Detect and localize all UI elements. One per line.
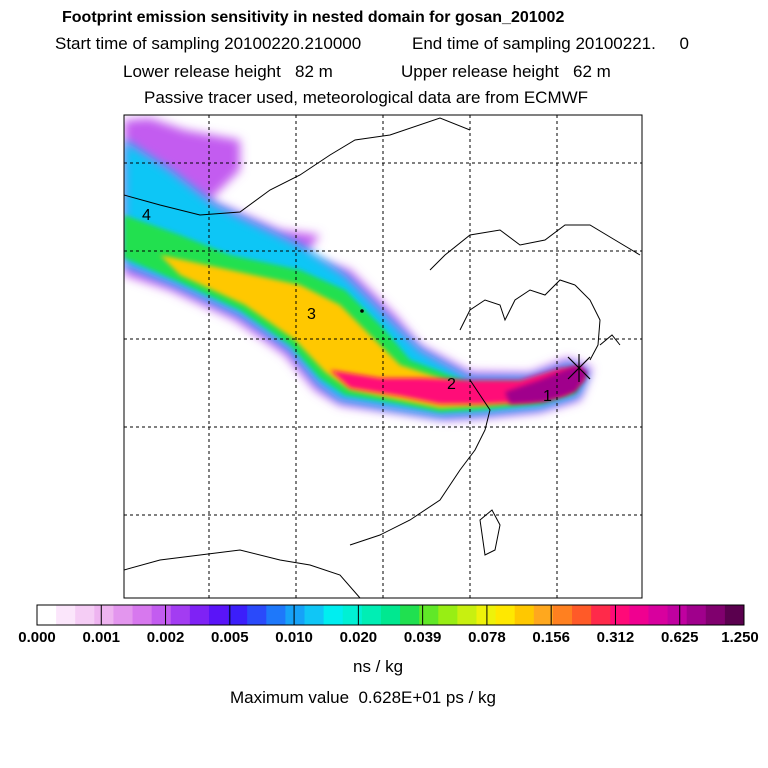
colorbar-swatch: [476, 605, 497, 625]
colorbar-swatch: [457, 605, 477, 625]
colorbar-tick-label: 0.039: [403, 629, 442, 646]
colorbar-swatch: [495, 605, 516, 625]
colorbar-swatch: [151, 605, 172, 625]
colorbar-swatch: [94, 605, 114, 625]
colorbar-swatch: [170, 605, 191, 625]
colorbar-swatch: [342, 605, 363, 625]
colorbar-tick-label: 1.250: [721, 629, 759, 646]
colorbar-tick-label: 0.312: [596, 629, 635, 646]
colorbar-swatch: [323, 605, 344, 625]
colorbar-swatch: [189, 605, 210, 625]
colorbar-swatch: [724, 605, 745, 625]
colorbar-swatch: [361, 605, 382, 625]
tracer-note: Passive tracer used, meteorological data…: [144, 88, 589, 107]
colorbar-swatch: [572, 605, 592, 625]
colorbar-swatch: [438, 605, 458, 625]
colorbar-swatch: [304, 605, 325, 625]
colorbar-tick-label: 0.010: [275, 629, 313, 646]
maximum-value: Maximum value 0.628E+01 ps / kg: [230, 688, 496, 707]
point-label-3: 3: [307, 306, 316, 323]
colorbar-swatch: [285, 605, 306, 625]
colorbar-swatch: [380, 605, 401, 625]
colorbar-swatch: [705, 605, 726, 625]
colorbar-tick-label: 0.156: [532, 629, 570, 646]
coastlines: [124, 117, 641, 598]
colorbar: [37, 605, 745, 625]
colorbar-swatch: [228, 605, 248, 625]
colorbar-swatch: [629, 605, 649, 625]
colorbar-tick-label: 0.001: [82, 629, 121, 646]
colorbar-swatch: [75, 605, 95, 625]
colorbar-swatch: [591, 605, 611, 625]
footprint-plume: [124, 118, 592, 420]
colorbar-swatch: [667, 605, 688, 625]
upper-release-height: Upper release height 62 m: [401, 62, 611, 81]
receptor-star-marker: [567, 354, 591, 382]
colorbar-tick-label: 0.020: [339, 629, 378, 646]
colorbar-swatch: [37, 605, 57, 625]
colorbar-tick-label: 0.002: [146, 629, 185, 646]
lower-release-height: Lower release height 82 m: [123, 62, 333, 81]
point-label-1: 1: [543, 388, 552, 405]
colorbar-swatch: [208, 605, 229, 625]
sampling-start: Start time of sampling 20100220.210000: [55, 34, 362, 53]
colorbar-tick-label: 0.078: [468, 629, 506, 646]
map-frame: [123, 114, 643, 599]
colorbar-swatch: [400, 605, 420, 625]
centroid-dot: [360, 309, 364, 313]
colorbar-swatch: [113, 605, 134, 625]
colorbar-swatch: [648, 605, 669, 625]
colorbar-tick-label: 0.000: [18, 629, 56, 646]
colorbar-swatch: [610, 605, 630, 625]
colorbar-swatch: [266, 605, 286, 625]
colorbar-tick-label: 0.625: [660, 629, 699, 646]
point-label-4: 4: [142, 207, 151, 224]
colorbar-swatch: [247, 605, 267, 625]
colorbar-swatch: [56, 605, 76, 625]
plot-title: Footprint emission sensitivity in nested…: [62, 9, 565, 26]
colorbar-swatch: [132, 605, 153, 625]
point-label-2: 2: [447, 376, 456, 393]
colorbar-tick-label: 0.005: [211, 629, 249, 646]
lat-lon-grid: [124, 115, 642, 598]
colorbar-swatch: [686, 605, 707, 625]
colorbar-swatch: [533, 605, 554, 625]
sampling-end: End time of sampling 20100221. 0: [412, 34, 689, 53]
colorbar-swatch: [514, 605, 535, 625]
colorbar-swatch: [552, 605, 573, 625]
colorbar-swatch: [419, 605, 439, 625]
colorbar-unit: ns / kg: [353, 657, 404, 676]
